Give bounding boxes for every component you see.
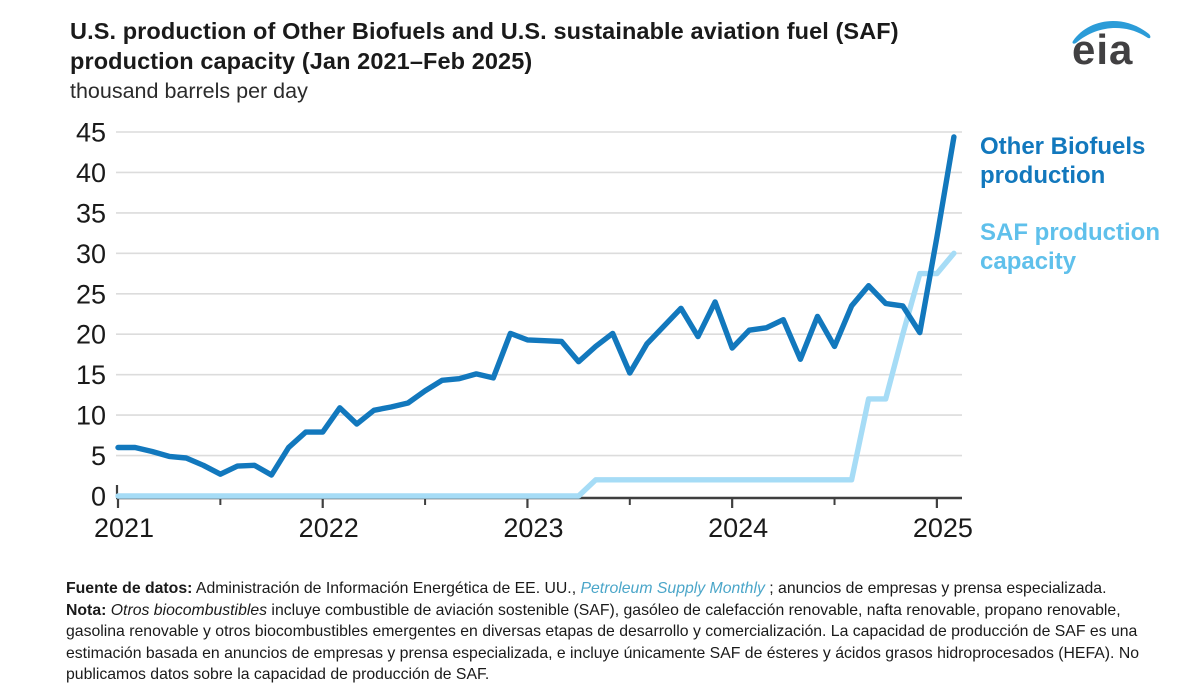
x-axis-tick-label: 2025 <box>913 513 973 543</box>
y-axis-tick-label: 20 <box>76 320 106 350</box>
y-axis-tick-label: 5 <box>91 441 106 471</box>
eia-logo-swoosh-icon <box>1072 21 1151 44</box>
y-axis-tick-label: 25 <box>76 279 106 309</box>
chart-area: 0 5 10 15 20 25 30 35 40 45 2021 2022 2023 2024 2025 O… <box>0 106 1200 566</box>
x-axis-tick-label: 2022 <box>299 513 359 543</box>
petroleum-supply-monthly-link[interactable]: Petroleum Supply Monthly <box>580 580 765 598</box>
note-italic-term: Otros biocombustibles <box>106 601 268 619</box>
chart-header: U.S. production of Other Biofuels and U.… <box>0 0 1200 104</box>
other-biofuels-line <box>115 134 957 478</box>
note-text: incluye combustible de aviación sostenib… <box>66 601 1140 684</box>
source-tail: ; anuncios de empresas y prensa especial… <box>764 580 1107 598</box>
x-axis-tick-label: 2021 <box>94 513 154 543</box>
title-line-2: production capacity (Jan 2021–Feb 2025) <box>70 48 533 75</box>
x-axis-tick-label: 2023 <box>503 513 563 543</box>
legend-other-biofuels: Other Biofuels production <box>980 133 1146 190</box>
source-line: Fuente de datos: Administración de Infor… <box>66 578 1148 600</box>
saf-capacity-line <box>115 250 957 499</box>
title-line-1: U.S. production of Other Biofuels and U.… <box>70 18 899 44</box>
y-axis-tick-label: 10 <box>76 401 106 431</box>
source-notes: Fuente de datos: Administración de Infor… <box>0 566 1200 686</box>
legend-saf-capacity: SAF production capacity <box>980 219 1160 276</box>
eia-logo: eia <box>1066 14 1158 73</box>
eia-logo-text: eia <box>1072 26 1134 73</box>
y-axis-tick-label: 45 <box>76 118 106 148</box>
source-text: Administración de Información Energética… <box>192 580 581 598</box>
y-axis-tick-label: 40 <box>76 158 106 188</box>
note-label: Nota: <box>66 601 107 619</box>
y-axis-tick-label: 0 <box>91 482 106 512</box>
y-axis-tick-label: 35 <box>76 199 106 229</box>
page-title: U.S. production of Other Biofuels and U.… <box>70 16 1160 76</box>
y-axis-tick-label: 30 <box>76 239 106 269</box>
y-axis-tick-label: 15 <box>76 360 106 390</box>
x-axis-tick-label: 2024 <box>708 513 768 543</box>
note-line: Nota: Otros biocombustibles incluye comb… <box>66 600 1148 686</box>
axis-units-subtitle: thousand barrels per day <box>70 79 308 104</box>
source-label: Fuente de datos: <box>66 580 193 598</box>
